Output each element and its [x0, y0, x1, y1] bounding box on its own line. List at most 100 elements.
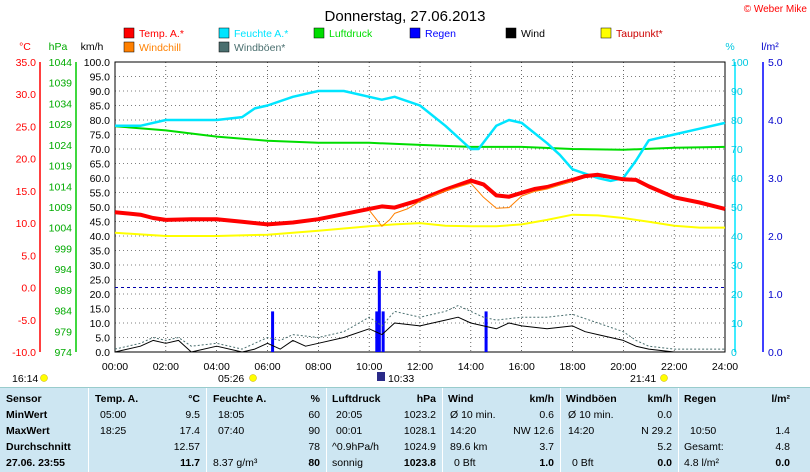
- series-line: [114, 125, 726, 151]
- statistics-table: Sensor Temp. A. °C Feuchte A. % Luftdruc…: [0, 387, 810, 472]
- col-rain-unit: l/m²: [771, 393, 790, 405]
- rain-tick-label: 2.0: [768, 231, 783, 243]
- legend-swatch: [313, 27, 325, 39]
- temp-tick-label: 35.0: [16, 57, 37, 69]
- legend-label: Regen: [425, 28, 456, 40]
- wind-tick-label: 95.0: [90, 72, 111, 84]
- chart-title: Donnerstag, 27.06.2013: [325, 8, 486, 25]
- sun-markers: 16:14 05:26 10:33 21:41: [12, 372, 668, 385]
- wind-tick-label: 30.0: [90, 260, 111, 272]
- wind-unit-label: km/h: [81, 41, 104, 53]
- time-tick-label: 18:00: [559, 361, 585, 373]
- temp-tick-label: -10.0: [12, 347, 36, 359]
- rain-bar: [375, 311, 379, 352]
- time-tick-label: 06:00: [254, 361, 280, 373]
- legend-label: Feuchte A.*: [234, 28, 288, 40]
- rain-tick-label: 1.0: [768, 289, 783, 301]
- col-pressure: Luftdruck: [332, 393, 381, 405]
- absolute-humidity: 8.37 g/m³: [213, 457, 258, 469]
- weather-chart: Donnerstag, 27.06.2013 © Weber Mike Temp…: [12, 4, 808, 385]
- time-tick-label: 10:00: [356, 361, 382, 373]
- pressure-unit-label: hPa: [49, 41, 68, 53]
- legend-swatch: [505, 27, 517, 39]
- time-tick-label: 02:00: [153, 361, 179, 373]
- left-time-label: 16:14: [12, 373, 38, 385]
- series-line: [114, 213, 725, 237]
- rain-marker-label: 10:33: [388, 373, 414, 385]
- max-gust-value: N 29.2: [641, 425, 672, 437]
- temp-tick-label: 20.0: [16, 154, 37, 166]
- rain-bar: [484, 311, 488, 352]
- rain-bar: [377, 270, 381, 352]
- humidity-tick-label: 70: [731, 144, 743, 156]
- legend-swatch: [218, 27, 230, 39]
- col-gust-unit: km/h: [647, 393, 672, 405]
- wind-distance: 89.6 km: [450, 441, 488, 453]
- temp-tick-label: 25.0: [16, 121, 37, 133]
- legend-swatch: [600, 27, 612, 39]
- wind-tick-label: 35.0: [90, 246, 111, 258]
- credit-text: © Weber Mike: [744, 4, 808, 15]
- max-rain-time: 10:50: [690, 425, 717, 437]
- series-line: [114, 316, 725, 353]
- avg-gust-value: 5.2: [657, 441, 672, 453]
- rain-marker-icon: [377, 372, 385, 381]
- rain-unit-label: l/m²: [761, 41, 779, 53]
- humidity-tick-label: 60: [731, 173, 743, 185]
- pressure-tick-label: 999: [54, 243, 72, 255]
- rain-bar: [381, 311, 385, 352]
- avg-humidity-value: 78: [308, 441, 320, 453]
- pressure-tick-label: 1034: [49, 98, 73, 110]
- grid-lines: [114, 62, 726, 352]
- wind-tick-label: 40.0: [90, 231, 111, 243]
- rain-tick-label: 5.0: [768, 57, 783, 69]
- max-humidity-time: 07:40: [218, 425, 245, 437]
- max-temp-value: 17.4: [179, 425, 200, 437]
- current-wind-bft: 0 Bft: [454, 457, 476, 469]
- temp-tick-label: 5.0: [21, 250, 36, 262]
- row-max-label: MaxWert: [6, 425, 50, 437]
- series-line: [114, 305, 725, 350]
- min-temp-value: 9.5: [185, 409, 200, 421]
- wind-tick-label: 10.0: [90, 318, 111, 330]
- wind-tick-label: 75.0: [90, 130, 111, 142]
- wind-tick-label: 100.0: [84, 57, 110, 69]
- temp-tick-label: 10.0: [16, 218, 37, 230]
- sunrise-icon: [249, 374, 257, 382]
- wind-tick-label: 85.0: [90, 101, 111, 113]
- series-layer: [114, 89, 726, 353]
- pressure-tick-label: 1029: [49, 119, 73, 131]
- legend-label: Windböen*: [234, 42, 285, 54]
- humidity-tick-label: 20: [731, 289, 743, 301]
- col-temp: Temp. A.: [95, 393, 139, 405]
- legend-label: Windchill: [139, 42, 181, 54]
- rain-tick-label: 4.0: [768, 115, 783, 127]
- legend-swatch: [123, 41, 135, 53]
- temp-unit-label: °C: [19, 41, 31, 53]
- min-humidity-value: 60: [308, 409, 320, 421]
- humidity-tick-label: 10: [731, 318, 743, 330]
- humidity-tick-label: 90: [731, 86, 743, 98]
- pressure-tick-label: 994: [54, 264, 72, 276]
- wind-tick-label: 15.0: [90, 304, 111, 316]
- current-humidity-value: 80: [308, 457, 320, 469]
- current-rain-day: 4.8 l/m²: [684, 457, 720, 469]
- max-wind-time: 14:20: [450, 425, 477, 437]
- wind-tick-label: 60.0: [90, 173, 111, 185]
- legend-label: Luftdruck: [329, 28, 373, 40]
- legend-label: Wind: [521, 28, 545, 40]
- temp-tick-label: 30.0: [16, 89, 37, 101]
- humidity-unit-label: %: [725, 41, 734, 53]
- sun-icon: [40, 374, 48, 382]
- time-tick-label: 12:00: [407, 361, 433, 373]
- legend-swatch: [123, 27, 135, 39]
- max-temp-time: 18:25: [100, 425, 127, 437]
- min-gust-time: Ø 10 min.: [568, 409, 614, 421]
- pressure-tick-label: 979: [54, 326, 72, 338]
- col-wind-unit: km/h: [529, 393, 554, 405]
- pressure-tick-label: 989: [54, 285, 72, 297]
- avg-pressure-value: 1024.9: [403, 441, 436, 453]
- humidity-tick-label: 0: [731, 347, 737, 359]
- series-line: [368, 180, 573, 227]
- legend-label: Taupunkt*: [616, 28, 663, 40]
